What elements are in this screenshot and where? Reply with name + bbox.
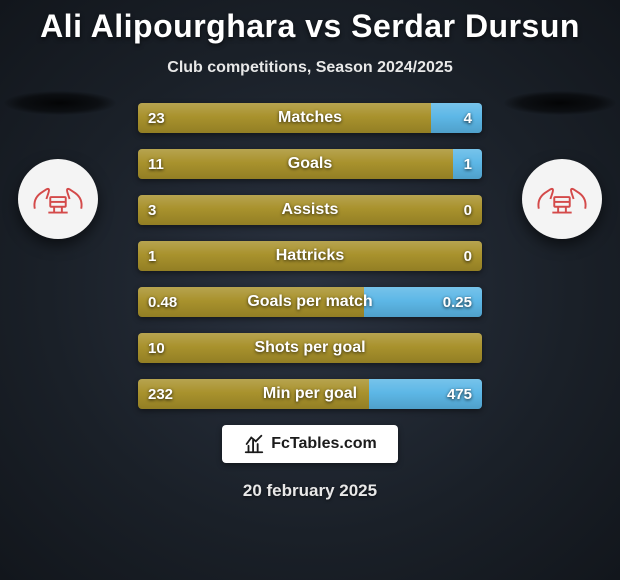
stat-value-left: 232 [148,379,173,409]
stat-value-left: 23 [148,103,165,133]
stats-bars: Matches234Goals111Assists30Hattricks10Go… [138,103,482,409]
stat-value-right: 1 [464,149,472,179]
comparison-content: Matches234Goals111Assists30Hattricks10Go… [0,103,620,501]
stat-value-left: 1 [148,241,156,271]
stat-value-right: 475 [447,379,472,409]
stat-bar-left [138,241,482,271]
stat-row: Shots per goal10 [138,333,482,363]
stat-value-left: 10 [148,333,165,363]
brand-label: FcTables.com [271,435,377,453]
club-badge-left [18,159,98,239]
page-title: Ali Alipourghara vs Serdar Dursun [0,0,620,45]
subtitle: Club competitions, Season 2024/2025 [0,59,620,77]
stat-bar-left [138,149,453,179]
stat-bar-left [138,103,431,133]
shadow-ellipse-right [504,91,616,115]
brand-chart-icon [243,433,265,455]
stat-bar-left [138,195,482,225]
stat-value-left: 3 [148,195,156,225]
stat-value-left: 11 [148,149,164,179]
stat-value-right: 0 [464,195,472,225]
stat-value-right: 4 [464,103,472,133]
club-badge-right [522,159,602,239]
date-label: 20 february 2025 [0,481,620,501]
shadow-ellipse-left [4,91,116,115]
stat-bar-left [138,333,482,363]
brand-badge: FcTables.com [222,425,398,463]
club-emblem-left-icon [29,179,87,219]
stat-value-right: 0.25 [443,287,472,317]
stat-value-left: 0.48 [148,287,177,317]
stat-value-right: 0 [464,241,472,271]
stat-row: Matches234 [138,103,482,133]
stat-row: Goals per match0.480.25 [138,287,482,317]
club-emblem-right-icon [533,179,591,219]
stat-row: Goals111 [138,149,482,179]
stat-row: Assists30 [138,195,482,225]
stat-row: Hattricks10 [138,241,482,271]
stat-bar-right [431,103,482,133]
stat-row: Min per goal232475 [138,379,482,409]
